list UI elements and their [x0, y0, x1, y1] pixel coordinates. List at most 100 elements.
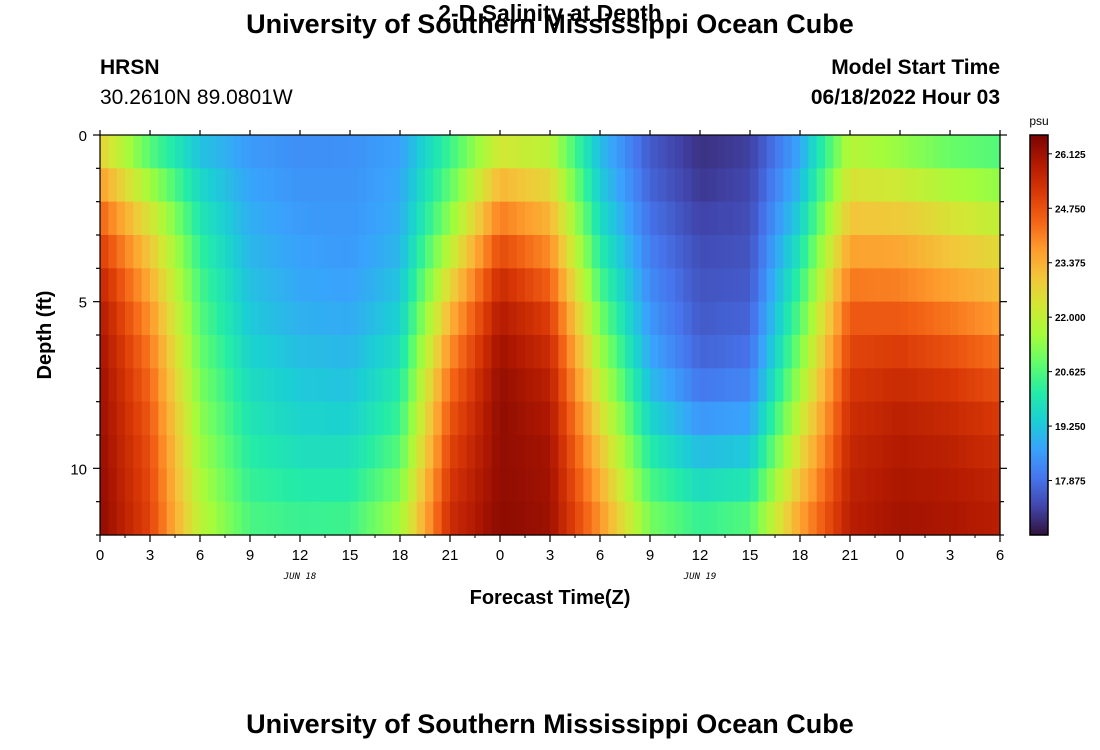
heatmap-cell	[416, 301, 426, 336]
heatmap-cell	[891, 468, 901, 503]
heatmap-cell	[266, 235, 276, 269]
heatmap-cell	[100, 501, 109, 536]
heatmap-cell	[133, 335, 143, 369]
heatmap-cell	[125, 368, 134, 403]
heatmap-cell	[883, 135, 893, 169]
heatmap-cell	[225, 401, 234, 436]
heatmap-cell	[483, 235, 493, 269]
heatmap-cell	[150, 168, 159, 203]
heatmap-cell	[633, 301, 643, 336]
heatmap-cell	[183, 268, 193, 303]
heatmap-cell	[383, 468, 393, 503]
heatmap-cell	[750, 235, 759, 269]
heatmap-cell	[500, 201, 509, 236]
x-tick-label: 3	[546, 547, 554, 564]
heatmap-cell	[591, 201, 601, 236]
heatmap-cell	[716, 135, 726, 169]
heatmap-cell	[100, 468, 109, 503]
heatmap-cell	[350, 335, 359, 369]
heatmap-cell	[383, 401, 393, 436]
heatmap-cell	[516, 301, 526, 336]
heatmap-cell	[791, 368, 801, 403]
heatmap-cell	[500, 468, 509, 503]
heatmap-cell	[908, 168, 918, 203]
heatmap-cell	[841, 335, 851, 369]
heatmap-cell	[625, 435, 634, 469]
heatmap-cell	[475, 501, 484, 536]
heatmap-cell	[983, 301, 993, 336]
heatmap-cell	[775, 468, 784, 503]
heatmap-cell	[308, 301, 318, 336]
heatmap-cell	[200, 435, 209, 469]
heatmap-cell	[266, 135, 276, 169]
heatmap-cell	[108, 201, 118, 236]
heatmap-cell	[783, 435, 793, 469]
heatmap-cell	[600, 301, 609, 336]
heatmap-cell	[491, 335, 501, 369]
heatmap-cell	[433, 235, 443, 269]
heatmap-cell	[816, 501, 826, 536]
heatmap-cell	[191, 135, 201, 169]
date-label: JUN 19	[683, 572, 717, 582]
heatmap-cell	[966, 468, 976, 503]
heatmap-cell	[300, 335, 309, 369]
heatmap-cell	[383, 501, 393, 536]
heatmap-cell	[450, 468, 459, 503]
x-tick-label: 18	[392, 547, 409, 564]
heatmap-cell	[458, 501, 468, 536]
heatmap-cell	[525, 368, 534, 403]
heatmap-cell	[166, 335, 176, 369]
heatmap-cell	[425, 235, 434, 269]
heatmap-cell	[666, 201, 676, 236]
heatmap-cell	[641, 335, 651, 369]
heatmap-cell	[850, 368, 859, 403]
heatmap-cell	[808, 368, 818, 403]
heatmap-cell	[491, 368, 501, 403]
heatmap-cell	[316, 135, 326, 169]
heatmap-cell	[883, 301, 893, 336]
heatmap-cell	[600, 501, 609, 536]
heatmap-cell	[191, 301, 201, 336]
heatmap-cell	[341, 468, 351, 503]
heatmap-cell	[391, 301, 401, 336]
heatmap-cell	[908, 368, 918, 403]
heatmap-cell	[858, 501, 868, 536]
heatmap-cell	[616, 335, 626, 369]
heatmap-cell	[183, 235, 193, 269]
heatmap-cell	[616, 135, 626, 169]
heatmap-cell	[716, 268, 726, 303]
heatmap-cell	[508, 301, 518, 336]
heatmap-cell	[258, 335, 268, 369]
heatmap-cell	[208, 268, 218, 303]
heatmap-cell	[750, 468, 759, 503]
heatmap-cell	[150, 268, 159, 303]
heatmap-cell	[483, 435, 493, 469]
heatmap-cell	[108, 135, 118, 169]
heatmap-cell	[791, 268, 801, 303]
heatmap-cell	[641, 401, 651, 436]
heatmap-cell	[883, 435, 893, 469]
date-label: JUN 18	[283, 572, 317, 582]
heatmap-cell	[866, 368, 876, 403]
heatmap-cell	[325, 268, 334, 303]
heatmap-cell	[900, 435, 909, 469]
heatmap-cell	[766, 268, 776, 303]
heatmap-cell	[808, 201, 818, 236]
heatmap-cell	[433, 201, 443, 236]
heatmap-cell	[166, 235, 176, 269]
heatmap-cell	[241, 135, 251, 169]
heatmap-cell	[333, 268, 343, 303]
heatmap-cell	[316, 268, 326, 303]
heatmap-cell	[416, 268, 426, 303]
heatmap-cell	[841, 368, 851, 403]
heatmap-cell	[425, 135, 434, 169]
heatmap-cell	[391, 435, 401, 469]
heatmap-cell	[808, 501, 818, 536]
heatmap-cell	[183, 168, 193, 203]
heatmap-cell	[366, 135, 376, 169]
heatmap-cell	[841, 168, 851, 203]
heatmap-cell	[875, 268, 884, 303]
heatmap-cell	[350, 301, 359, 336]
heatmap-cell	[825, 335, 834, 369]
heatmap-cell	[833, 401, 843, 436]
